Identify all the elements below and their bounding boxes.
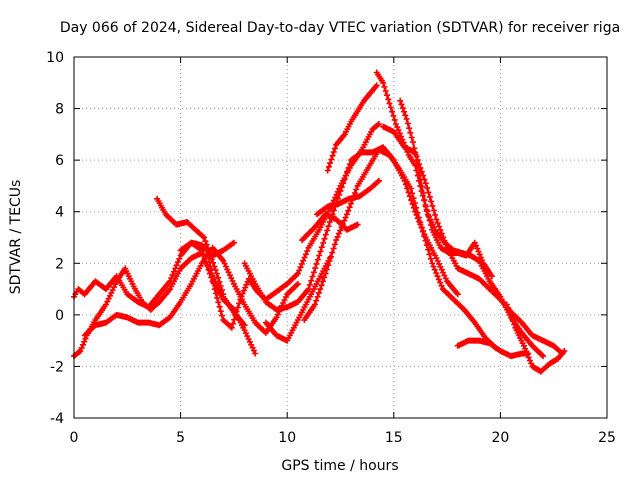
x-tick-label: 25 — [598, 430, 616, 446]
tick-labels: 0 5 10 15 20 25 -4 -2 0 2 4 6 8 10 — [46, 50, 616, 446]
x-tick-label: 5 — [176, 430, 185, 446]
series-track-5 — [177, 239, 237, 259]
series-track-12 — [324, 82, 380, 174]
series-markers — [324, 82, 380, 174]
series-markers — [373, 69, 546, 360]
series-markers — [380, 123, 566, 357]
series-track-15 — [380, 123, 566, 357]
series-markers — [314, 177, 382, 218]
series-track-4 — [154, 195, 227, 298]
series-markers — [299, 211, 361, 244]
series-track-3 — [81, 244, 301, 339]
x-tick-label: 15 — [385, 430, 403, 446]
y-tick-label: 2 — [55, 256, 64, 272]
series-line — [375, 71, 544, 358]
series-track-17 — [503, 301, 568, 375]
series-track-9 — [301, 146, 500, 352]
series-track-10 — [299, 211, 361, 244]
x-tick-label: 20 — [491, 430, 509, 446]
series-track-13 — [373, 69, 546, 360]
chart-title: Day 066 of 2024, Sidereal Day-to-day VTE… — [60, 20, 620, 36]
series-markers — [71, 250, 248, 360]
series-markers — [454, 337, 532, 360]
y-axis-label: SDTVAR / TECUs — [8, 180, 24, 295]
series-track-11 — [314, 177, 382, 218]
axis-ticks — [73, 56, 608, 419]
series-markers — [262, 255, 333, 344]
y-tick-label: 4 — [55, 205, 64, 221]
series-markers — [301, 146, 500, 352]
x-axis-label: GPS time / hours — [281, 458, 398, 474]
series-markers — [503, 301, 568, 375]
y-tick-label: 6 — [55, 153, 64, 169]
data-series — [71, 69, 568, 375]
y-tick-label: -2 — [50, 359, 64, 375]
x-tick-label: 0 — [70, 430, 79, 446]
series-markers — [81, 244, 301, 339]
series-track-16 — [454, 337, 532, 360]
series-markers — [177, 239, 237, 259]
plot-frame — [73, 56, 608, 419]
y-tick-label: -4 — [50, 411, 64, 427]
y-tick-label: 10 — [46, 50, 64, 66]
x-tick-label: 10 — [278, 430, 296, 446]
series-track-2 — [71, 250, 248, 360]
y-tick-label: 0 — [55, 308, 64, 324]
y-tick-label: 8 — [55, 102, 64, 118]
series-track-8 — [262, 255, 333, 344]
